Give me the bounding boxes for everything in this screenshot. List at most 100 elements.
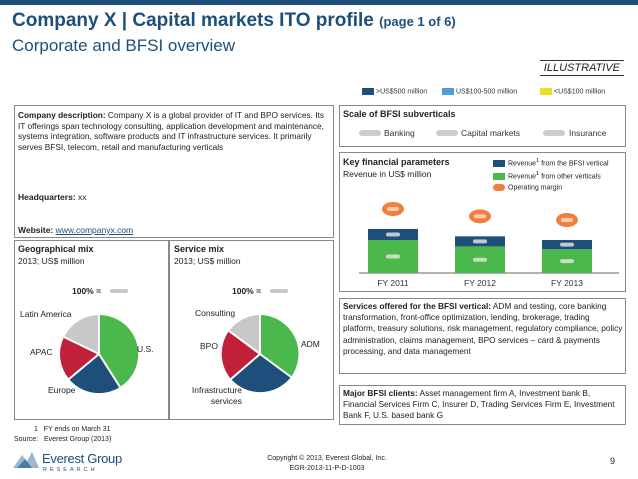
service-label-infrastructure: Infrastructure services: [191, 385, 242, 406]
scale-title: Scale of BFSI subverticals: [343, 109, 456, 119]
margin-value-label: [474, 214, 486, 219]
pie-divider: [230, 353, 261, 380]
legend-swatch: [493, 172, 505, 180]
legend-label: <US$100 million: [554, 88, 606, 96]
pie-slice-bpo: [221, 331, 260, 379]
logo-subtitle: RESEARCH: [43, 467, 98, 473]
title-text: Company X | Capital markets ITO profile: [12, 10, 374, 31]
legend-large: >US$500 million: [362, 88, 427, 95]
service-total: 100% =: [232, 286, 262, 296]
service-subtitle: 2013; US$ million: [174, 256, 241, 266]
bar-value-label: [473, 257, 487, 262]
scale-box: [339, 105, 626, 147]
company-box: [14, 105, 334, 238]
financials-box: [339, 152, 626, 292]
legend-swatch: [540, 88, 552, 95]
page-title: Company X | Capital markets ITO profile …: [12, 10, 456, 32]
year-label-2013: FY 2013: [551, 278, 583, 288]
geo-title: Geographical mix: [18, 244, 94, 254]
service-pie: [221, 315, 299, 393]
service-box: [169, 240, 334, 420]
clients-label: Major BFSI clients:: [343, 388, 418, 398]
scale-banking-marker: [359, 130, 381, 136]
clients-box: [339, 385, 626, 425]
pie-slice-adm: [260, 315, 299, 377]
website-link[interactable]: www.companyx.com: [55, 225, 134, 235]
footnote-text: FY ends on March 31: [43, 426, 111, 433]
scale-banking: Banking: [384, 128, 415, 138]
legend-label: Revenue: [508, 173, 537, 181]
desc-label: Company description:: [18, 110, 106, 120]
pie-slice-infrastructure: [231, 354, 291, 393]
hq-value: xx: [78, 192, 87, 202]
legend-label-rest: from the BFSI vertical: [539, 160, 609, 168]
page-number: 9: [610, 456, 616, 466]
service-label-adm: ADM: [301, 339, 320, 349]
legend-swatch: [493, 159, 505, 167]
services-offered: Services offered for the BFSI vertical: …: [343, 301, 623, 357]
page-subtitle: Corporate and BFSI overview: [12, 36, 235, 55]
legend-swatch: [362, 88, 374, 95]
legend-sup: 1: [536, 158, 540, 164]
legend-swatch: [493, 184, 505, 191]
scale-capital-markets-marker: [436, 130, 458, 136]
fin-legend-other: Revenue1 from other verticals: [493, 171, 601, 180]
pie-slice-europe: [69, 354, 120, 394]
geo-total: 100% =: [72, 286, 102, 296]
financials-title: Key financial parameters: [343, 157, 450, 167]
doc-id: EGR-2013-11-P-D-1003: [289, 465, 365, 472]
copyright: Copyright © 2013, Everest Global, Inc.: [267, 455, 387, 462]
pie-slice-apac: [60, 337, 99, 379]
bar-value-label: [560, 259, 574, 264]
legend-label-rest: from other verticals: [539, 173, 601, 181]
web-label: Website:: [18, 225, 54, 235]
page-label: (page 1 of 6): [379, 14, 456, 29]
legend-label: >US$500 million: [376, 88, 428, 96]
source-label: Source:: [14, 436, 39, 443]
geo-pie: [60, 314, 139, 394]
year-label-2011: FY 2011: [377, 278, 409, 288]
logo-name: Everest Group: [42, 451, 122, 466]
services-text: ADM and testing, core banking transforma…: [343, 301, 623, 356]
financials-chart: FY 2011 FY 2012 FY 2013: [359, 202, 619, 288]
legend-swatch: [442, 88, 454, 95]
service-label-consulting: Consulting: [195, 308, 236, 318]
service-label-bpo: BPO: [200, 341, 218, 351]
geo-subtitle: 2013; US$ million: [18, 256, 85, 266]
legend-label: US$100-500 million: [456, 88, 518, 96]
scale-insurance-marker: [543, 130, 565, 136]
legend-sup: 1: [536, 171, 540, 177]
major-clients: Major BFSI clients: Asset management fir…: [343, 388, 624, 422]
services-label: Services offered for the BFSI vertical:: [343, 301, 492, 311]
geo-label-us: U.S.: [137, 344, 154, 354]
geo-box: [14, 240, 169, 420]
legend-medium: US$100-500 million: [442, 88, 517, 95]
scale-capital-markets: Capital markets: [461, 128, 521, 138]
fin-legend-bfsi: Revenue1 from the BFSI vertical: [493, 158, 609, 167]
services-box: [339, 298, 626, 374]
pie-divider: [228, 330, 261, 355]
footnote: 1 FY ends on March 31: [34, 426, 111, 433]
pie-divider: [63, 336, 100, 355]
bar-value-label: [560, 242, 574, 247]
company-description: Company description: Company X is a glob…: [18, 110, 328, 152]
legend-small: <US$100 million: [540, 88, 605, 95]
everest-logo: Everest Group RESEARCH: [12, 446, 122, 476]
bar-value-label: [473, 239, 487, 244]
pie-divider: [68, 353, 100, 380]
scale-insurance: Insurance: [569, 128, 607, 138]
clients-text: Asset management firm A, Investment bank…: [343, 388, 615, 421]
legend-label: Revenue: [508, 160, 537, 168]
bar-value-label: [386, 254, 400, 259]
pie-divider: [259, 353, 292, 378]
geo-label-latam: Latin America: [20, 309, 72, 319]
mountain-icon: [13, 452, 39, 468]
website: Website: www.companyx.com: [18, 225, 133, 235]
hq-label: Headquarters:: [18, 192, 76, 202]
top-bar: [0, 0, 638, 5]
headquarters: Headquarters: xx: [18, 192, 87, 202]
source-text: Everest Group (2013): [43, 436, 112, 443]
legend-label: Operating margin: [508, 184, 563, 192]
footnote-number: 1: [34, 426, 38, 433]
fin-legend-margin: Operating margin: [493, 184, 562, 191]
